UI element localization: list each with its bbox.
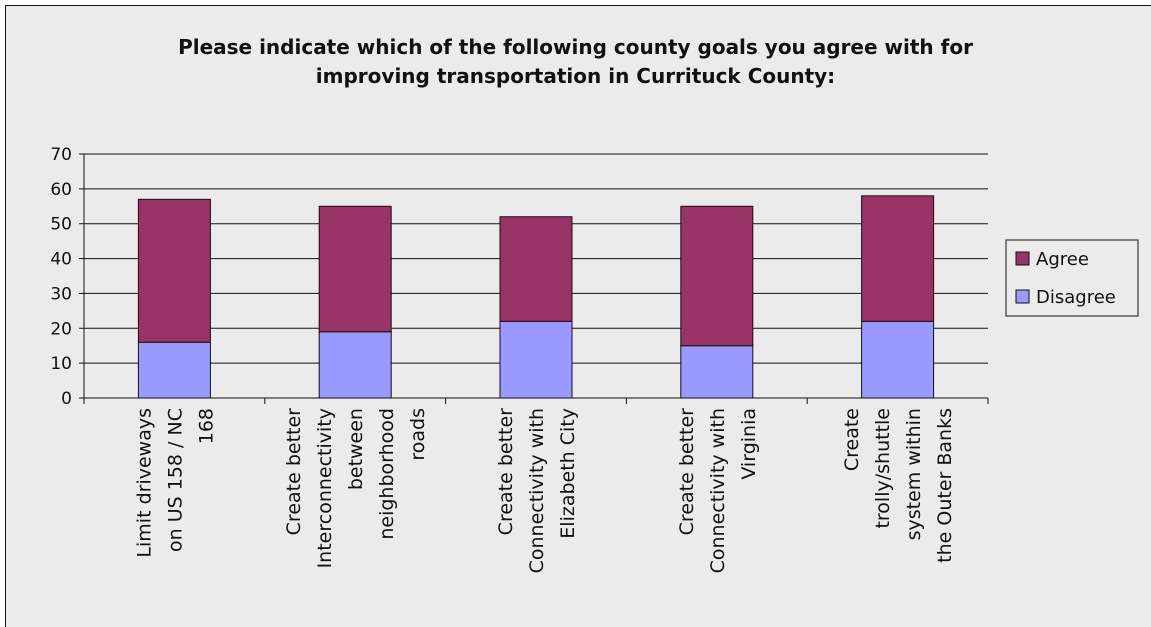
legend: Agree Disagree	[1005, 239, 1139, 317]
y-tick-label: 60	[50, 180, 72, 200]
legend-label-agree: Agree	[1036, 249, 1089, 270]
bar-disagree-1	[137, 341, 211, 399]
bar-disagree-4	[680, 345, 754, 399]
x-category-label: 168	[195, 408, 217, 444]
bar-agree-1	[137, 198, 211, 343]
legend-swatch-agree	[1015, 251, 1030, 266]
y-tick-label: 20	[50, 319, 72, 339]
bar-disagree-5	[861, 320, 935, 399]
y-tick-label: 0	[61, 389, 72, 409]
x-category-label: between	[345, 408, 367, 490]
y-tick-label: 70	[50, 145, 72, 165]
x-category-label: Interconnectivity	[314, 408, 336, 568]
x-category-label: trolly/shuttle	[872, 408, 894, 529]
x-category-label: Connectivity with	[707, 408, 729, 573]
bar-agree-3	[499, 216, 573, 322]
y-tick-label: 40	[50, 250, 72, 270]
x-category-label: Create better	[495, 408, 517, 536]
x-category-label: Elizabeth City	[557, 408, 579, 539]
bar-agree-5	[861, 195, 935, 322]
x-category-label: system within	[903, 408, 925, 540]
bar-agree-2	[318, 205, 392, 333]
legend-box	[1005, 239, 1139, 317]
bars	[137, 195, 935, 399]
x-category-label: Limit driveways	[133, 408, 155, 558]
x-category-label: the Outer Banks	[934, 408, 956, 563]
chart-title-line-2: improving transportation in Currituck Co…	[315, 64, 836, 88]
x-category-label: on US 158 / NC	[164, 408, 186, 552]
y-tick-label: 50	[50, 215, 72, 235]
bar-disagree-2	[318, 331, 392, 399]
y-tick-label: 10	[50, 354, 72, 374]
bar-agree-4	[680, 205, 754, 347]
x-category-label: Virginia	[738, 408, 760, 480]
legend-swatch-disagree	[1015, 289, 1030, 304]
x-category-label: Create better	[283, 408, 305, 536]
x-category-label: neighborhood	[376, 408, 398, 540]
legend-label-disagree: Disagree	[1036, 287, 1116, 308]
x-category-label: Connectivity with	[526, 408, 548, 573]
y-tick-label: 30	[50, 284, 72, 304]
x-category-label: Create better	[676, 408, 698, 536]
bar-disagree-3	[499, 320, 573, 399]
x-category-label: roads	[407, 408, 429, 461]
axes: 0 10 20 30 40 50 60 70 Limit driveways on US 158 …	[50, 145, 989, 573]
chart-title-line-1: Please indicate which of the following c…	[178, 35, 973, 59]
x-category-label: Create	[841, 408, 863, 471]
